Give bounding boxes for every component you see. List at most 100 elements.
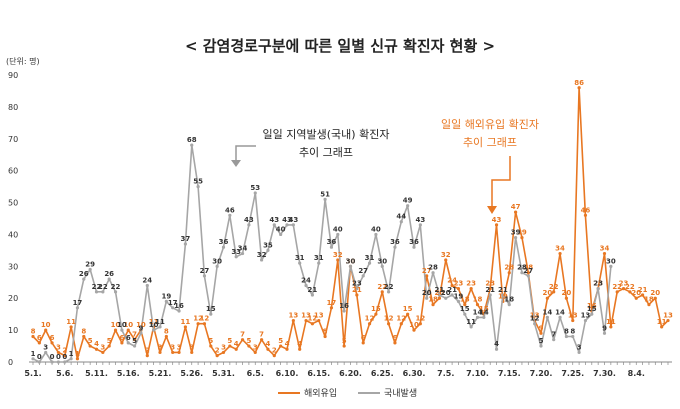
point-domestic <box>545 315 549 319</box>
point-domestic <box>234 255 238 259</box>
series-lines <box>31 86 670 364</box>
data-label-domestic: 22 <box>384 283 394 291</box>
point-overseas <box>234 347 238 351</box>
data-label-domestic: 17 <box>73 299 83 307</box>
data-label-overseas: 2 <box>215 347 220 355</box>
point-domestic <box>463 312 467 316</box>
data-label-domestic: 9 <box>139 324 144 332</box>
point-overseas <box>469 287 473 291</box>
data-label-overseas: 46 <box>581 206 591 214</box>
data-label-overseas: 3 <box>158 343 163 351</box>
point-domestic <box>558 315 562 319</box>
data-label-domestic: 1 <box>69 350 74 358</box>
point-domestic <box>221 245 226 249</box>
point-overseas <box>628 290 632 294</box>
data-label-overseas: 15 <box>371 305 381 313</box>
data-label-domestic: 28 <box>428 264 438 272</box>
point-domestic <box>139 331 143 335</box>
data-label-overseas: 17 <box>327 299 337 307</box>
point-overseas <box>126 328 130 332</box>
point-overseas <box>342 344 346 348</box>
data-label-domestic: 5 <box>539 337 544 345</box>
data-label-domestic: 22 <box>111 283 121 291</box>
annotation-overseas-line1: 일일 해외유입 확진자 <box>441 117 539 131</box>
point-overseas <box>69 325 73 329</box>
point-domestic <box>444 296 448 300</box>
point-overseas <box>539 331 543 335</box>
data-label-overseas: 86 <box>574 79 584 87</box>
data-label-overseas: 4 <box>266 340 271 348</box>
point-domestic <box>107 277 111 281</box>
data-label-overseas: 27 <box>422 267 432 275</box>
data-label-domestic: 14 <box>542 308 552 316</box>
data-label-domestic: 31 <box>365 254 375 262</box>
point-domestic <box>456 299 461 304</box>
data-label-domestic: 20 <box>422 289 432 297</box>
point-domestic <box>361 274 365 278</box>
point-domestic <box>196 185 200 189</box>
data-label-overseas: 20 <box>631 289 641 297</box>
point-domestic <box>475 315 480 319</box>
point-domestic <box>202 274 207 278</box>
point-overseas <box>609 325 613 329</box>
data-label-overseas: 10 <box>409 321 419 329</box>
point-overseas <box>641 293 645 297</box>
x-tick-label: 6.10. <box>276 369 299 378</box>
data-label-overseas: 12 <box>308 315 318 323</box>
point-domestic <box>336 232 340 237</box>
point-overseas <box>387 322 391 326</box>
data-label-domestic: 21 <box>498 286 508 294</box>
point-domestic <box>348 264 353 268</box>
data-label-overseas: 8 <box>31 327 36 335</box>
point-overseas <box>577 86 581 90</box>
data-label-domestic: 30 <box>346 257 356 265</box>
point-overseas <box>56 350 61 355</box>
point-domestic <box>44 350 48 355</box>
x-tick-label: 7.30. <box>593 369 616 378</box>
data-label-domestic: 14 <box>479 308 489 316</box>
data-label-overseas: 28 <box>523 264 533 272</box>
data-label-overseas: 2 <box>145 347 150 355</box>
data-label-domestic: 20 <box>441 289 451 297</box>
data-label-domestic: 53 <box>250 184 260 192</box>
point-domestic <box>63 360 67 364</box>
point-overseas <box>431 303 435 307</box>
data-label-overseas: 32 <box>333 251 343 259</box>
x-tick-label: 6.5. <box>247 369 264 378</box>
data-label-domestic: 15 <box>587 305 597 313</box>
point-overseas <box>298 347 302 351</box>
point-overseas <box>571 318 575 323</box>
point-overseas <box>209 344 213 348</box>
data-label-overseas: 12 <box>365 315 375 323</box>
point-domestic <box>374 232 378 237</box>
point-domestic <box>253 191 257 195</box>
point-overseas <box>190 350 194 355</box>
data-label-domestic: 0 <box>50 353 55 361</box>
data-label-domestic: 43 <box>415 216 425 224</box>
data-label-overseas: 18 <box>473 296 483 304</box>
data-label-overseas: 4 <box>94 340 99 348</box>
x-tick-label: 7.10. <box>466 369 489 378</box>
point-domestic <box>298 261 302 265</box>
data-label-overseas: 11 <box>606 318 616 326</box>
data-label-domestic: 19 <box>161 292 171 300</box>
data-label-domestic: 8 <box>570 327 575 335</box>
point-overseas <box>113 328 118 332</box>
data-label-overseas: 11 <box>149 318 159 326</box>
data-label-overseas: 13 <box>530 312 540 320</box>
point-overseas <box>437 296 441 300</box>
annotation-domestic-arrow <box>235 145 256 162</box>
x-tick-label: 7.25. <box>561 369 584 378</box>
x-axis: 5.1. 5.6. 5.11. 5.16. 5.21. 5.26. 5.31. 6.5. 6.1… <box>24 361 672 378</box>
point-domestic <box>88 267 92 272</box>
data-label-overseas: 5 <box>227 337 232 345</box>
data-label-overseas: 21 <box>638 286 648 294</box>
point-overseas <box>564 296 569 300</box>
point-domestic <box>425 296 429 300</box>
point-overseas <box>621 287 626 291</box>
point-overseas <box>88 344 92 348</box>
point-domestic <box>571 334 575 339</box>
point-overseas <box>291 318 295 323</box>
point-domestic <box>488 293 492 297</box>
point-domestic <box>56 360 61 364</box>
